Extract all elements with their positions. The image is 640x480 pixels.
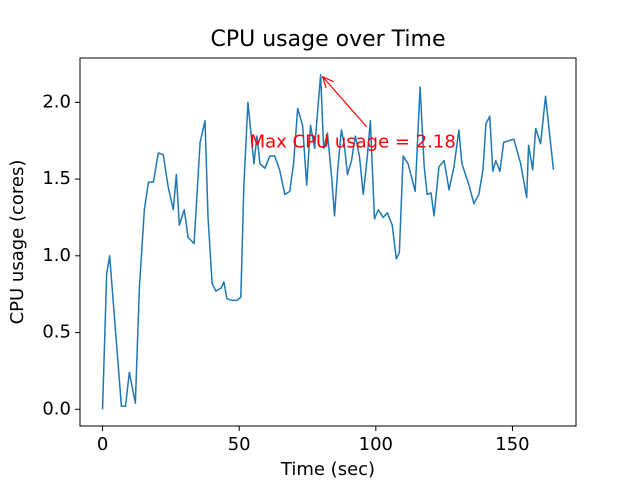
plot-frame — [79, 57, 577, 427]
x-tick-label: 100 — [359, 434, 393, 455]
chart-title: CPU usage over Time — [211, 27, 446, 52]
y-axis-label: CPU usage (cores) — [7, 160, 28, 325]
annotation-arrow — [323, 77, 368, 128]
y-tick-label: 2.0 — [42, 91, 71, 112]
x-tick-label: 0 — [97, 434, 108, 455]
x-tick-label: 150 — [495, 434, 529, 455]
x-tick-label: 50 — [228, 434, 251, 455]
annotation-text: Max CPU usage = 2.18 — [250, 132, 456, 153]
y-tick-label: 0.5 — [42, 322, 71, 343]
line-series — [101, 73, 555, 410]
y-tick-label: 1.5 — [42, 168, 71, 189]
x-axis-label: Time (sec) — [280, 459, 375, 480]
y-tick-label: 1.0 — [42, 245, 71, 266]
y-tick-label: 0.0 — [42, 398, 71, 419]
